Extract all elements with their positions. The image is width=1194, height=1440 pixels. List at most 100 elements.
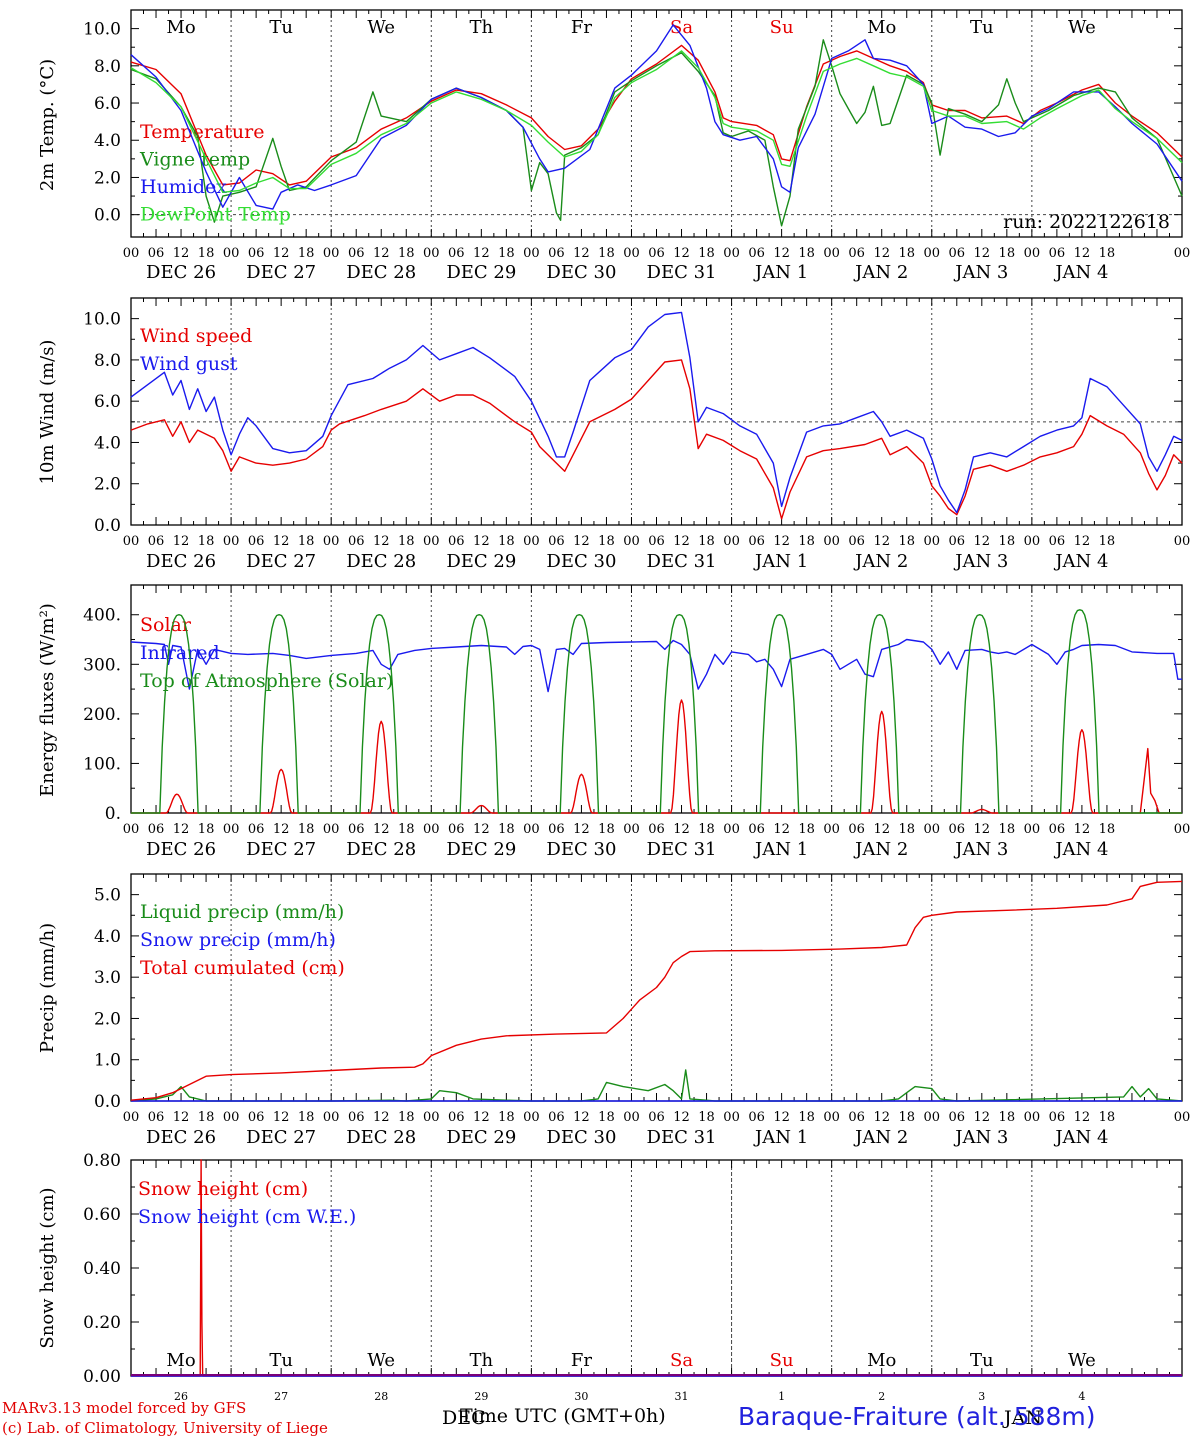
wind-hour-label: 18 xyxy=(498,534,515,549)
temperature-weekday-label: We xyxy=(1068,17,1096,38)
energy-hour-label: 12 xyxy=(273,822,290,837)
precip-hour-label: 12 xyxy=(1074,1110,1091,1125)
temperature-hour-label: 18 xyxy=(198,246,215,261)
precip-date-label: JAN 3 xyxy=(953,1127,1008,1148)
energy-hour-label: 06 xyxy=(648,822,665,837)
temperature-weekday-label: Th xyxy=(470,17,494,38)
precip-hour-label: 06 xyxy=(748,1110,765,1125)
wind-ytick-label: 10.0 xyxy=(83,310,121,330)
snow-month-label-dec: DEC xyxy=(442,1407,486,1429)
temperature-weekday-label: Sa xyxy=(670,17,693,38)
energy-hour-label: 00 xyxy=(723,822,740,837)
precip-hour-label: 06 xyxy=(548,1110,565,1125)
wind-hour-label: 12 xyxy=(1074,534,1091,549)
energy-date-label: JAN 3 xyxy=(953,839,1008,860)
wind-hour-label: 00 xyxy=(323,534,340,549)
temperature-weekday-label: Tu xyxy=(269,17,293,38)
wind-hour-label: 00 xyxy=(723,534,740,549)
temperature-ytick-label: 10.0 xyxy=(83,20,121,40)
wind-hour-label: 00 xyxy=(123,534,140,549)
snow-weekday-label: Th xyxy=(470,1350,494,1371)
temperature-date-label: JAN 2 xyxy=(853,262,908,283)
precip-hour-label: 18 xyxy=(198,1110,215,1125)
energy-hour-label: 12 xyxy=(473,822,490,837)
wind-hour-label: 18 xyxy=(999,534,1016,549)
precip-series-total-cumulated-cm xyxy=(130,880,1183,1101)
snow-ytick-label: 0.40 xyxy=(83,1259,121,1279)
precip-hour-label: 18 xyxy=(1099,1110,1116,1125)
precip-date-label: DEC 31 xyxy=(647,1127,717,1148)
energy-hour-label: 00 xyxy=(923,822,940,837)
precip-hour-label: 06 xyxy=(448,1110,465,1125)
snow-ytick-label: 0.80 xyxy=(83,1151,121,1171)
energy-hour-label: 18 xyxy=(598,822,615,837)
energy-hour-label: 06 xyxy=(949,822,966,837)
wind-ytick-label: 8.0 xyxy=(94,351,121,371)
wind-hour-label: 12 xyxy=(373,534,390,549)
snow-legend-1: Snow height (cm) xyxy=(138,1178,308,1200)
precip-hour-label: 18 xyxy=(999,1110,1016,1125)
temperature-hour-label: 12 xyxy=(173,246,190,261)
temperature-hour-label: 12 xyxy=(1074,246,1091,261)
precip-hour-label: 00 xyxy=(423,1110,440,1125)
energy-ylabel: Energy fluxes (W/m²) xyxy=(37,603,58,797)
wind-hour-label: 06 xyxy=(748,534,765,549)
wind-hour-label: 18 xyxy=(898,534,915,549)
snow-day-number: 29 xyxy=(474,1390,488,1403)
energy-ytick-label: 100. xyxy=(83,754,121,774)
temperature-weekday-label: Mo xyxy=(166,17,195,38)
energy-hour-label: 00 xyxy=(223,822,240,837)
temperature-hour-label: 06 xyxy=(148,246,165,261)
energy-hour-label: 00 xyxy=(623,822,640,837)
snow-weekday-label: We xyxy=(367,1350,395,1371)
wind-hour-label: 12 xyxy=(873,534,890,549)
wind-hour-label: 12 xyxy=(673,534,690,549)
energy-hour-label: 18 xyxy=(1099,822,1116,837)
temperature-weekday-label: Mo xyxy=(867,17,896,38)
temperature-hour-label: 06 xyxy=(448,246,465,261)
energy-date-label: DEC 28 xyxy=(346,839,416,860)
wind-date-label: JAN 2 xyxy=(853,551,908,572)
wind-hour-label: 00 xyxy=(823,534,840,549)
precip-date-label: DEC 26 xyxy=(146,1127,216,1148)
wind-hour-label: 12 xyxy=(273,534,290,549)
energy-ytick-label: 300. xyxy=(83,655,121,675)
temperature-hour-label: 00 xyxy=(223,246,240,261)
precip-hour-label: 00 xyxy=(223,1110,240,1125)
x-axis-label: Time UTC (GMT+0h) xyxy=(460,1405,666,1427)
precip-hour-label: 06 xyxy=(1049,1110,1066,1125)
precip-hour-label: 00 xyxy=(123,1110,140,1125)
precip-hour-label: 12 xyxy=(873,1110,890,1125)
precip-hour-label: 00 xyxy=(923,1110,940,1125)
wind-hour-label: 06 xyxy=(648,534,665,549)
temperature-hour-label: 06 xyxy=(748,246,765,261)
temperature-series-vigne-temp xyxy=(130,39,1183,227)
temperature-hour-label: 18 xyxy=(1099,246,1116,261)
energy-hour-label: 00 xyxy=(1024,822,1041,837)
energy-hour-label: 18 xyxy=(999,822,1016,837)
temperature-date-label: DEC 26 xyxy=(146,262,216,283)
wind-ytick-label: 2.0 xyxy=(94,475,121,495)
precip-hour-label: 12 xyxy=(173,1110,190,1125)
snow-day-number: 31 xyxy=(675,1390,689,1403)
temperature-annotation: run: 2022122618 xyxy=(1003,211,1170,233)
energy-date-label: DEC 29 xyxy=(446,839,516,860)
temperature-hour-label: 06 xyxy=(848,246,865,261)
temperature-series-temperature xyxy=(130,44,1183,186)
snow-ylabel: Snow height (cm) xyxy=(37,1187,58,1348)
temperature-hour-label: 12 xyxy=(873,246,890,261)
temperature-hour-label: 12 xyxy=(273,246,290,261)
wind-date-label: DEC 26 xyxy=(146,551,216,572)
wind-ytick-label: 6.0 xyxy=(94,392,121,412)
energy-series-infrared xyxy=(130,638,1182,693)
temperature-ytick-label: 4.0 xyxy=(94,131,121,151)
wind-hour-label: 00 xyxy=(1174,534,1191,549)
energy-hour-label: 06 xyxy=(248,822,265,837)
snow-day-number: 3 xyxy=(978,1390,985,1403)
snow-ytick-label: 0.20 xyxy=(83,1313,121,1333)
energy-hour-label: 00 xyxy=(1174,822,1191,837)
wind-hour-label: 12 xyxy=(974,534,991,549)
precip-hour-label: 18 xyxy=(298,1110,315,1125)
precip-hour-label: 18 xyxy=(598,1110,615,1125)
precip-hour-label: 18 xyxy=(398,1110,415,1125)
